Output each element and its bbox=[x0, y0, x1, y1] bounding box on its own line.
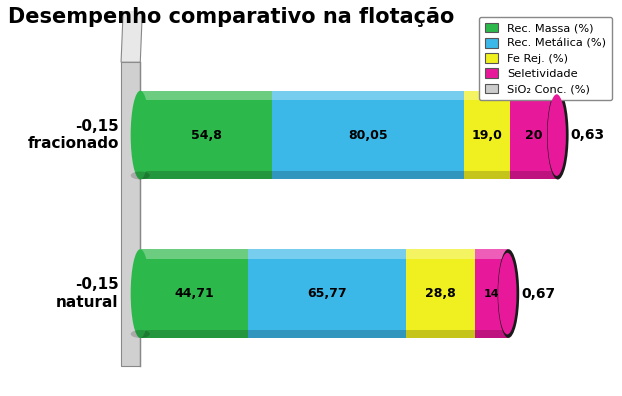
Ellipse shape bbox=[131, 91, 150, 179]
Text: -0,15
natural: -0,15 natural bbox=[56, 277, 119, 310]
Bar bbox=[141, 249, 248, 338]
Ellipse shape bbox=[131, 330, 150, 338]
Bar bbox=[248, 249, 406, 338]
Bar bbox=[272, 91, 464, 179]
Bar bbox=[121, 62, 141, 366]
Bar bbox=[406, 249, 475, 338]
Text: 0,63: 0,63 bbox=[571, 128, 605, 142]
Ellipse shape bbox=[547, 94, 566, 176]
Bar bbox=[141, 91, 272, 179]
Text: 28,8: 28,8 bbox=[425, 287, 455, 300]
Text: 54,8: 54,8 bbox=[191, 129, 221, 142]
Text: Desempenho comparativo na flotação: Desempenho comparativo na flotação bbox=[8, 7, 455, 27]
Text: 80,05: 80,05 bbox=[348, 129, 388, 142]
Polygon shape bbox=[121, 0, 146, 62]
Ellipse shape bbox=[131, 249, 150, 338]
Text: 44,71: 44,71 bbox=[174, 287, 214, 300]
Text: 14: 14 bbox=[484, 289, 499, 299]
Bar bbox=[141, 91, 558, 101]
Bar bbox=[510, 91, 558, 179]
Ellipse shape bbox=[131, 171, 150, 179]
Bar bbox=[141, 330, 508, 338]
Text: 65,77: 65,77 bbox=[307, 287, 346, 300]
Ellipse shape bbox=[498, 253, 516, 334]
Bar bbox=[464, 91, 510, 179]
Text: -0,15
fracionado: -0,15 fracionado bbox=[27, 119, 119, 151]
Ellipse shape bbox=[498, 249, 519, 338]
Ellipse shape bbox=[547, 91, 569, 179]
Text: 19,0: 19,0 bbox=[471, 129, 503, 142]
Legend: Rec. Massa (%), Rec. Metálica (%), Fe Rej. (%), Seletividade, SiO₂ Conc. (%): Rec. Massa (%), Rec. Metálica (%), Fe Re… bbox=[479, 17, 612, 100]
Bar bbox=[141, 249, 508, 259]
Text: 20: 20 bbox=[525, 129, 542, 142]
Bar bbox=[141, 171, 558, 179]
Bar bbox=[475, 249, 508, 338]
Text: 0,67: 0,67 bbox=[521, 287, 555, 301]
